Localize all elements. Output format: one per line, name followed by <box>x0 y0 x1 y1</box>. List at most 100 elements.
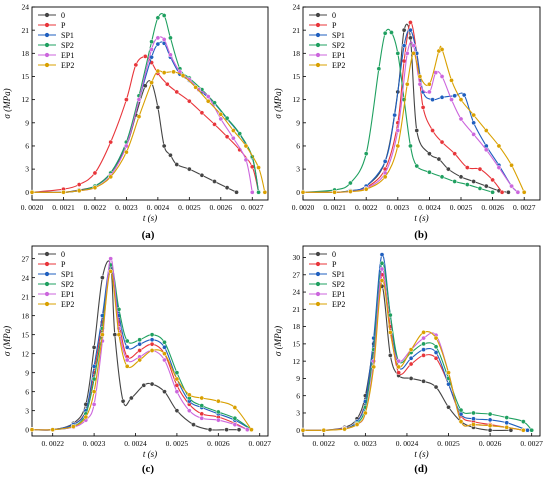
y-tick-label: 9 <box>296 118 300 127</box>
data-point <box>408 35 413 41</box>
data-point <box>496 143 502 149</box>
data-point <box>71 424 76 429</box>
data-point <box>471 410 476 416</box>
data-point <box>129 395 134 401</box>
legend-item: SP2 <box>309 280 345 289</box>
y-axis-label: σ (MPa) <box>2 326 12 356</box>
data-point <box>218 116 224 122</box>
legend-label: EP1 <box>332 51 345 60</box>
data-point <box>433 344 439 350</box>
x-tick-label: 0. 0025 <box>178 203 201 212</box>
legend-item: SP1 <box>309 31 345 40</box>
data-point <box>149 332 155 338</box>
data-point <box>212 179 217 184</box>
y-tick-label: 6 <box>296 142 300 151</box>
legend-marker <box>44 301 50 307</box>
legend-label: 0 <box>61 250 65 259</box>
data-point <box>515 189 521 195</box>
x-tick-label: 0. 0026 <box>210 203 233 212</box>
x-axis-label: t (s) <box>414 213 428 223</box>
data-point <box>439 74 445 79</box>
y-axis-label: σ (MPa) <box>2 88 12 118</box>
data-point <box>149 348 155 353</box>
data-point <box>199 110 205 116</box>
legend-label: EP1 <box>61 290 74 299</box>
data-point <box>379 266 385 272</box>
y-tick-label: 0 <box>25 188 29 197</box>
data-point <box>161 70 167 75</box>
data-point <box>142 54 148 59</box>
y-tick-label: 0 <box>296 426 300 435</box>
data-point <box>382 30 388 36</box>
legend-label: SP2 <box>332 41 345 50</box>
data-point <box>499 189 505 195</box>
data-point <box>387 330 393 335</box>
data-point <box>521 427 526 433</box>
data-point <box>504 415 510 420</box>
data-point <box>124 97 129 102</box>
data-point <box>108 268 114 274</box>
series-ep2 <box>29 68 268 195</box>
data-point <box>124 149 129 155</box>
data-point <box>155 41 161 47</box>
data-point <box>124 363 130 369</box>
data-point <box>464 165 470 170</box>
x-tick-label: 0. 0025 <box>166 439 189 448</box>
data-point <box>174 89 180 95</box>
legend-label: SP2 <box>332 280 345 289</box>
data-point <box>168 35 173 41</box>
data-point <box>92 170 98 176</box>
data-point <box>433 355 439 361</box>
data-point <box>186 166 192 172</box>
data-point <box>174 382 180 388</box>
series-ep2 <box>29 268 254 433</box>
data-point <box>174 408 180 414</box>
data-point <box>234 189 239 195</box>
y-tick-label: 15 <box>22 72 30 81</box>
series-line <box>31 70 266 193</box>
legend-marker <box>315 251 321 257</box>
data-point <box>155 105 161 110</box>
plot-frame <box>302 6 541 201</box>
data-point <box>417 74 423 79</box>
legend-label: SP1 <box>332 270 345 279</box>
data-point <box>477 166 483 172</box>
data-point <box>395 128 401 133</box>
legend-label: 0 <box>61 11 65 20</box>
data-point <box>483 183 489 189</box>
data-point <box>458 407 464 413</box>
x-tick-label: 0. 0023 <box>387 203 410 212</box>
data-point <box>348 189 353 194</box>
data-point <box>29 427 35 433</box>
y-tick-label: 27 <box>293 270 301 279</box>
x-tick-label: 0. 0024 <box>147 203 170 212</box>
data-point <box>199 403 205 408</box>
data-point <box>300 189 306 195</box>
data-point <box>421 353 426 358</box>
data-point <box>392 112 397 118</box>
data-point <box>521 419 526 424</box>
y-tick-label: 12 <box>22 349 30 358</box>
data-point <box>243 143 249 149</box>
data-point <box>458 411 464 417</box>
data-point <box>446 370 451 376</box>
y-tick-label: 21 <box>22 26 30 35</box>
data-point <box>458 419 464 424</box>
x-tick-label: 0. 0027 <box>520 439 543 448</box>
y-tick-label: 12 <box>22 95 30 104</box>
y-tick-label: 15 <box>293 72 301 81</box>
data-point <box>395 143 401 149</box>
x-tick-label: 0. 0027 <box>513 203 536 212</box>
legend-item: 0 <box>38 11 65 20</box>
data-point <box>155 35 161 41</box>
x-axis-label: t (s) <box>414 449 428 459</box>
data-point <box>300 427 306 433</box>
data-point <box>408 27 413 33</box>
x-tick-label: 0. 0023 <box>115 203 138 212</box>
data-point <box>401 27 407 33</box>
data-point <box>186 408 192 414</box>
y-tick-label: 24 <box>22 3 30 12</box>
data-point <box>487 417 493 423</box>
data-point <box>408 376 414 381</box>
x-tick-label: 0. 0024 <box>418 203 441 212</box>
